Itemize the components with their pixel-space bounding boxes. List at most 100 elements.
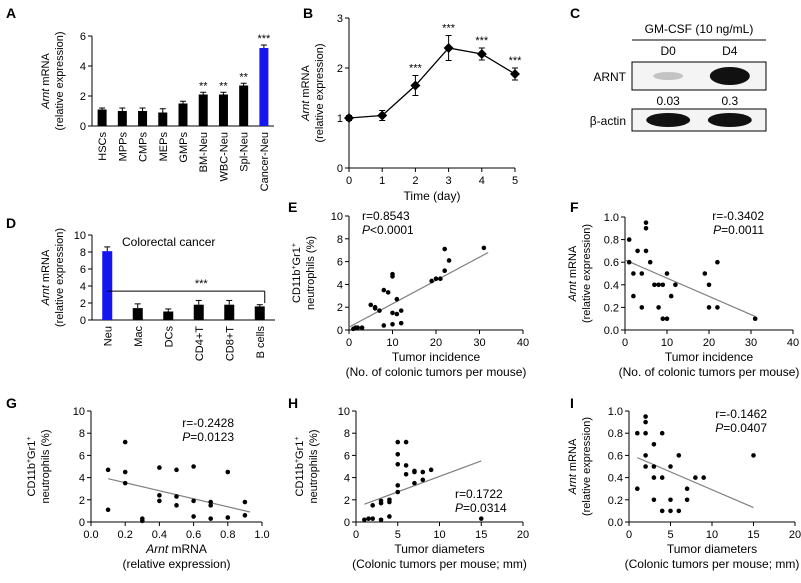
x-tick-label: 1.0 — [254, 529, 269, 541]
category-label: DCs — [163, 326, 175, 348]
significance-marker: ** — [239, 71, 248, 83]
series-line — [348, 47, 516, 119]
data-point — [668, 293, 674, 299]
data-point — [659, 508, 665, 514]
data-point — [481, 245, 487, 251]
data-point — [381, 323, 387, 328]
data-point — [398, 320, 404, 326]
x-tick-label: 10 — [433, 529, 445, 541]
y-tick-label: 0.6 — [608, 450, 623, 462]
data-point — [631, 293, 636, 299]
x-tick-label: 20 — [517, 529, 529, 541]
data-point — [446, 258, 452, 263]
data-point — [429, 278, 434, 284]
y-axis-label: Arnt mRNA — [567, 438, 579, 495]
x-tick-label: 40 — [517, 337, 529, 349]
panel-letter: C — [570, 5, 580, 21]
bar — [102, 251, 113, 320]
data-point — [651, 497, 657, 503]
data-point — [664, 316, 670, 322]
y-tick-label: 2 — [80, 91, 86, 103]
y-axis-label-marker1: CD11b — [26, 463, 38, 496]
y-tick-label: 0.2 — [608, 495, 623, 507]
significance-marker: *** — [195, 278, 209, 290]
data-point — [395, 451, 401, 457]
band-arnt-d0 — [653, 72, 684, 80]
data-point — [715, 259, 720, 265]
panel-letter: G — [6, 395, 17, 411]
x-tick-label: 30 — [745, 337, 757, 349]
data-point — [428, 467, 434, 473]
data-point — [208, 516, 213, 521]
y-axis-label-line2: (relative expression) — [581, 224, 593, 323]
panel-letter: B — [303, 5, 313, 21]
data-point — [693, 475, 698, 480]
data-point — [385, 290, 391, 295]
y-axis-label-line2: (relative expression) — [54, 228, 66, 327]
y-axis-label-text: mRNA — [300, 65, 312, 101]
p-symbol: P — [715, 421, 723, 435]
x-tick-label: 15 — [747, 529, 759, 541]
band-quantification: 0.03 — [657, 94, 681, 108]
panel-letter: E — [288, 199, 297, 215]
y-axis-label-marker1: CD11b — [291, 270, 303, 303]
p-value: P=0.0407 — [715, 421, 767, 435]
y-axis-label-line2: (relative expression) — [581, 417, 593, 516]
data-point — [174, 503, 179, 508]
y-tick-label: 6 — [79, 450, 85, 462]
y-axis-label-italic: Arnt — [567, 280, 579, 302]
y-tick-label: 6 — [80, 264, 86, 276]
data-point — [701, 475, 706, 480]
significance-marker: *** — [409, 63, 423, 75]
data-point — [122, 469, 128, 475]
x-axis-label: Arnt mRNA — [145, 542, 207, 556]
y-tick-label: 0.0 — [608, 517, 623, 529]
x-tick-label: 5 — [512, 175, 518, 187]
y-axis-label-marker2: Gr1 — [291, 247, 303, 265]
y-tick-label: 0.4 — [608, 473, 623, 485]
data-point — [659, 430, 665, 436]
data-point — [643, 414, 648, 419]
data-point — [420, 469, 426, 475]
data-point — [639, 271, 645, 276]
band-actin-d0 — [646, 113, 691, 127]
category-label: CD4+T — [194, 326, 206, 361]
data-point — [381, 287, 387, 293]
y-tick-label: 10 — [73, 406, 85, 418]
significance-marker: *** — [442, 23, 456, 35]
data-point — [656, 305, 661, 310]
data-point — [225, 469, 231, 475]
data-point — [174, 467, 179, 473]
y-tick-label: 0 — [79, 517, 85, 529]
x-tick-label: 5 — [667, 529, 673, 541]
x-axis-label: Tumor diameters — [394, 542, 484, 556]
y-tick-label: 4 — [79, 473, 85, 485]
x-tick-label: 5 — [395, 529, 401, 541]
data-point — [412, 468, 417, 474]
significance-marker: *** — [257, 33, 271, 45]
x-tick-label: 0.0 — [83, 529, 98, 541]
data-point — [395, 483, 401, 488]
data-point — [403, 439, 409, 445]
y-tick-label: 2 — [80, 298, 86, 310]
data-point — [122, 439, 128, 445]
data-point — [715, 305, 720, 310]
data-point — [664, 271, 670, 276]
y-axis-label-line2: neutrophils (%) — [308, 430, 320, 504]
x-tick-label: 3 — [446, 175, 452, 187]
data-point — [390, 310, 395, 316]
regression-line — [348, 251, 489, 328]
y-tick-label: 1 — [337, 113, 343, 125]
data-point — [476, 49, 487, 59]
data-point — [706, 305, 712, 310]
data-point — [157, 498, 162, 504]
y-axis-label-line2: (relative expression) — [314, 43, 326, 142]
blot-treatment: GM-CSF (10 ng/mL) — [645, 22, 754, 36]
x-tick-label: 0 — [346, 337, 352, 349]
data-point — [433, 276, 439, 282]
category-label: Cancer-Neu — [259, 132, 271, 191]
category-label: Neu — [102, 326, 114, 346]
y-axis-label-sup: + — [26, 437, 33, 441]
x-axis-label-line2: (No. of colonic tumors per mouse) — [346, 365, 527, 379]
p-value-text: =0.0314 — [463, 501, 507, 515]
